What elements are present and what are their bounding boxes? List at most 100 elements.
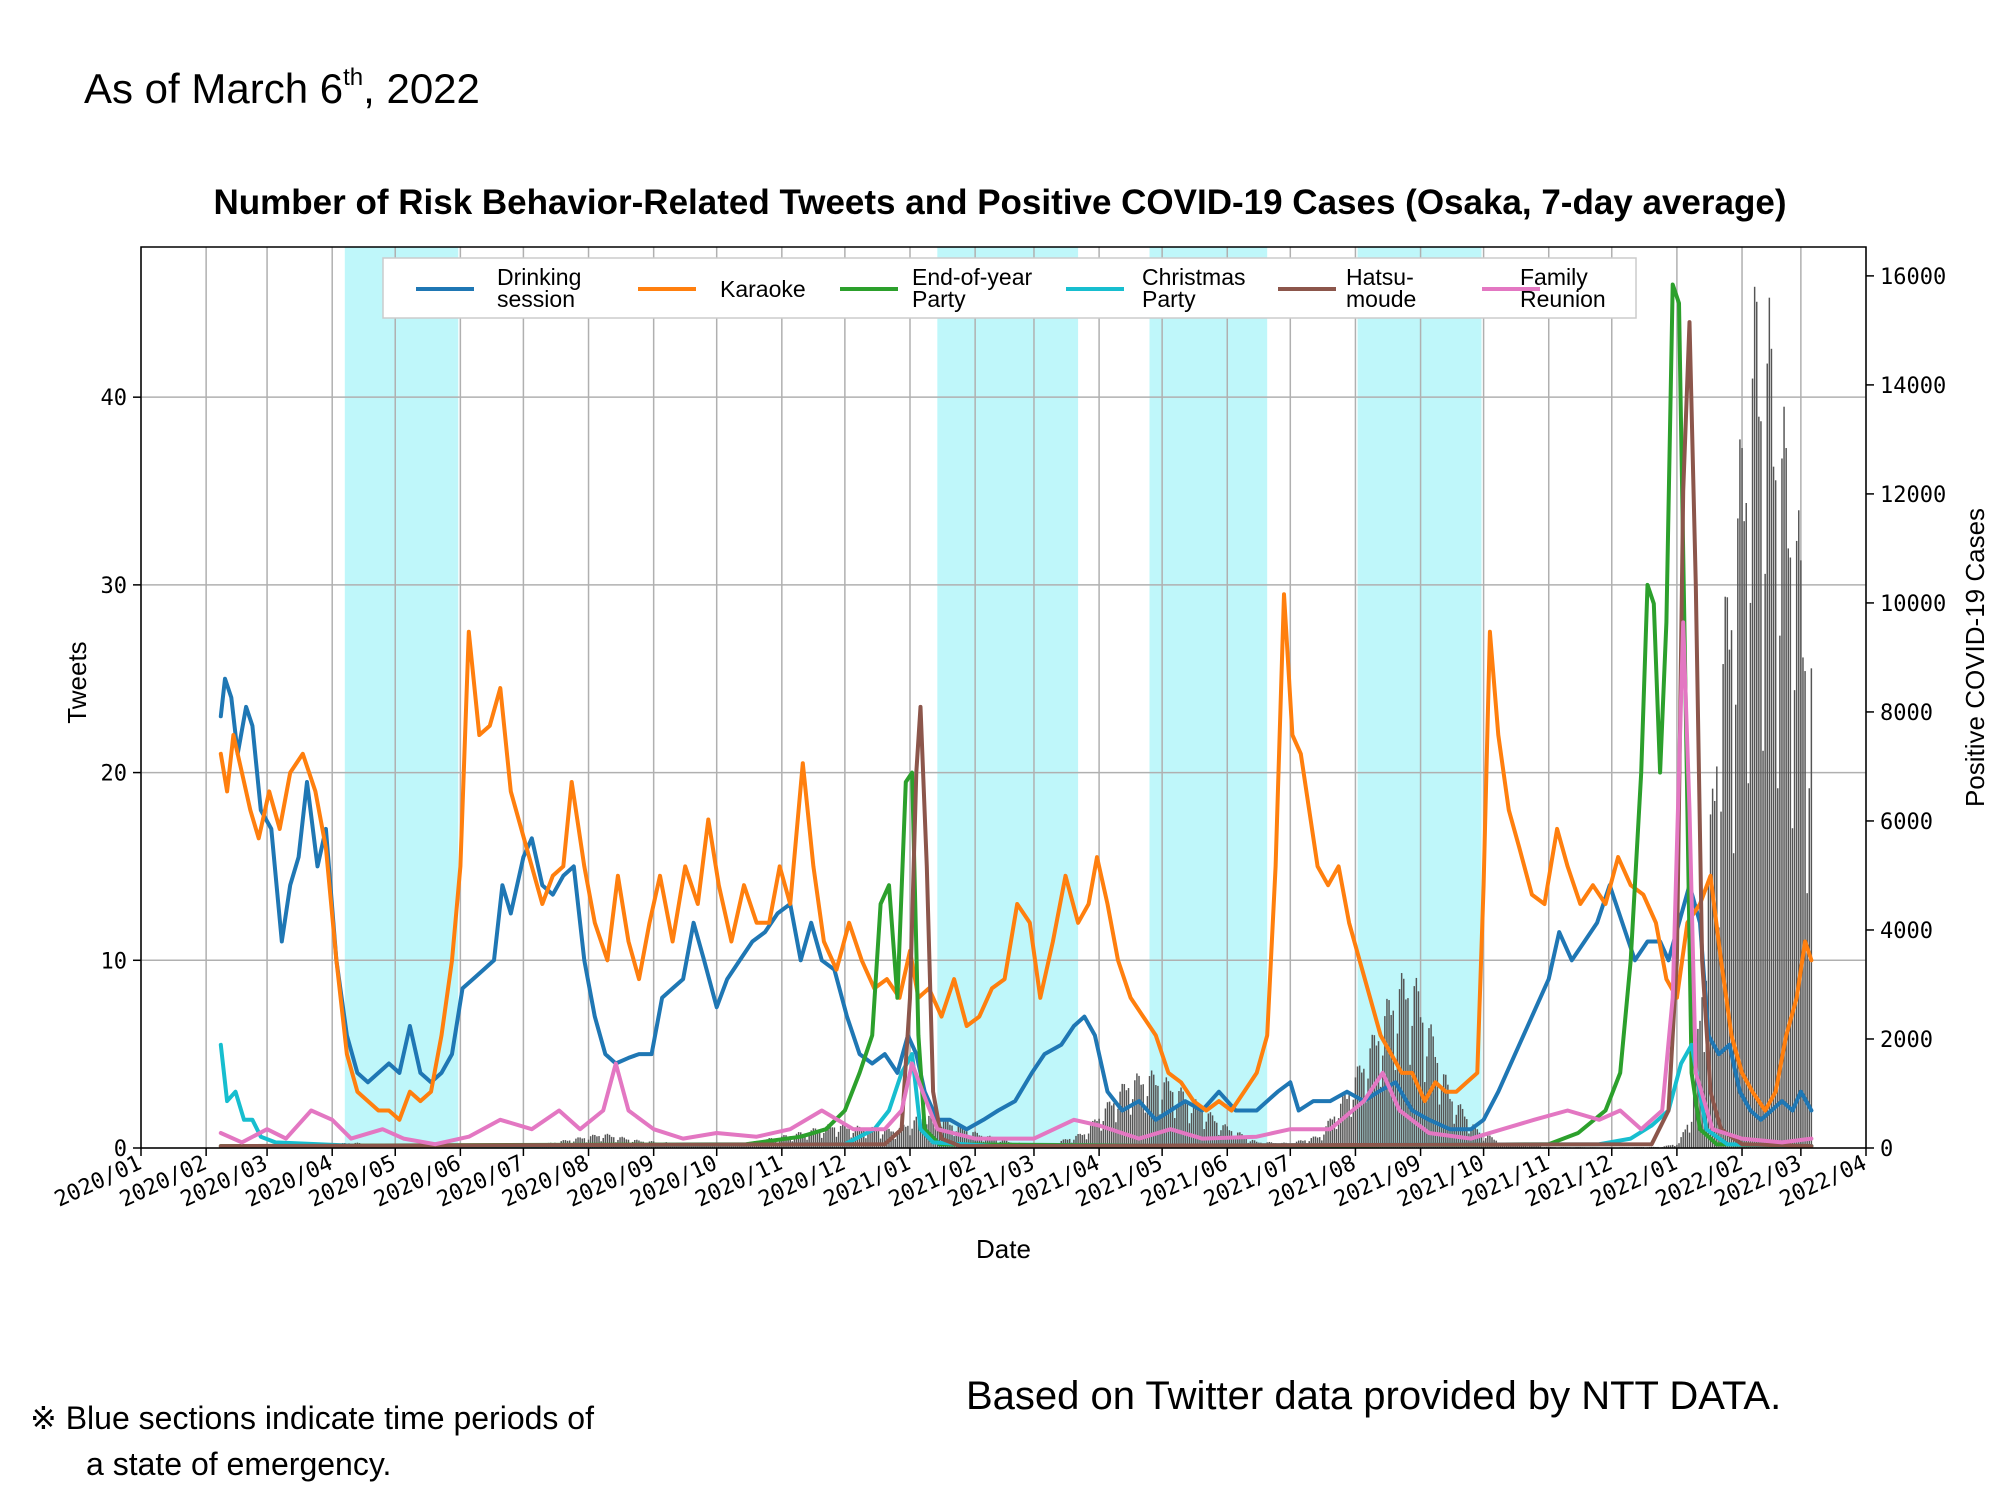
- positive-cases-bar: [1375, 1045, 1378, 1148]
- positive-cases-bar: [898, 1127, 901, 1148]
- positive-cases-bar: [1354, 1077, 1357, 1148]
- positive-cases-bar: [833, 1127, 836, 1148]
- positive-cases-bar: [596, 1136, 598, 1148]
- positive-cases-bar: [1234, 1136, 1237, 1148]
- positive-cases-bar: [1335, 1129, 1338, 1148]
- positive-cases-bar: [816, 1130, 819, 1148]
- series-line-family_reunion: [218, 620, 1814, 1147]
- legend-label-family_reunion: Family Reunion: [1520, 264, 1606, 312]
- positive-cases-bar: [869, 1128, 871, 1148]
- positive-cases-bar: [1083, 1134, 1086, 1148]
- positive-cases-bar: [732, 1145, 735, 1148]
- positive-cases-bar: [1213, 1121, 1216, 1148]
- positive-cases-bar: [1730, 630, 1733, 1148]
- positive-cases-bar: [718, 1145, 720, 1148]
- positive-cases-bar: [1716, 766, 1718, 1148]
- positive-cases-bar: [884, 1129, 886, 1148]
- positive-cases-bar: [1667, 1145, 1670, 1148]
- positive-cases-bar: [1676, 1144, 1678, 1148]
- positive-cases-bar: [1421, 1022, 1424, 1148]
- positive-cases-bar: [1669, 1145, 1672, 1148]
- positive-cases-bar: [1674, 1146, 1676, 1148]
- positive-cases-bar: [932, 1115, 934, 1148]
- positive-cases-bar: [1337, 1118, 1340, 1148]
- positive-cases-bar: [1804, 671, 1806, 1148]
- positive-cases-bar: [1774, 480, 1777, 1148]
- positive-cases-bar: [1155, 1085, 1157, 1148]
- positive-cases-bar: [1113, 1103, 1115, 1148]
- positive-cases-bar: [831, 1127, 833, 1148]
- positive-cases-bar: [1344, 1094, 1346, 1148]
- positive-cases-bar: [1169, 1090, 1172, 1148]
- positive-cases-bar: [1201, 1112, 1203, 1148]
- positive-cases-bar: [1142, 1084, 1144, 1148]
- positive-cases-bar: [1713, 800, 1716, 1148]
- legend-label-hatsumoude: Hatsu-moude: [1346, 264, 1416, 312]
- positive-cases-bar: [957, 1125, 960, 1148]
- positive-cases-bar: [1218, 1134, 1220, 1148]
- positive-cases-bar: [1756, 301, 1758, 1148]
- positive-cases-bar: [1682, 1132, 1684, 1148]
- positive-cases-bar: [1318, 1137, 1321, 1148]
- positive-cases-bar: [1753, 286, 1756, 1149]
- positive-cases-bar: [1102, 1121, 1105, 1148]
- positive-cases-bar: [942, 1119, 945, 1148]
- positive-cases-bar: [795, 1133, 798, 1148]
- positive-cases-bar: [1365, 1102, 1367, 1148]
- chart-title: Number of Risk Behavior-Related Tweets a…: [213, 183, 1787, 222]
- positive-cases-bar: [1207, 1113, 1210, 1148]
- y-tick-label: 20: [101, 762, 128, 787]
- positive-cases-bar: [1766, 363, 1768, 1148]
- positive-cases-bar: [1737, 518, 1739, 1148]
- positive-cases-bar: [936, 1120, 939, 1148]
- positive-cases-bar: [1529, 1146, 1531, 1148]
- positive-cases-bar: [1487, 1135, 1489, 1148]
- positive-cases-bar: [1787, 548, 1789, 1148]
- legend-label-drinking_session: Drinking session: [497, 264, 581, 312]
- positive-cases-bar: [1161, 1099, 1163, 1148]
- positive-cases-bar: [911, 1128, 913, 1148]
- positive-cases-bar: [1709, 814, 1712, 1148]
- positive-cases-bar: [703, 1146, 705, 1148]
- positive-cases-bar: [863, 1130, 865, 1148]
- positive-cases-bar: [781, 1136, 783, 1148]
- positive-cases-bar: [812, 1128, 815, 1148]
- legend-label-karaoke: Karaoke: [720, 276, 806, 302]
- positive-cases-bar: [1745, 503, 1747, 1149]
- positive-cases-bar: [837, 1131, 840, 1148]
- positive-cases-bar: [783, 1135, 785, 1148]
- series-lines: [218, 282, 1814, 1149]
- positive-cases-bar: [991, 1136, 993, 1148]
- y2-tick-label: 16000: [1880, 265, 1946, 290]
- positive-cases-bar: [1216, 1122, 1218, 1148]
- positive-cases-bar: [947, 1120, 949, 1148]
- positive-cases-bar: [1424, 1082, 1426, 1148]
- y-tick-label: 30: [101, 574, 128, 599]
- legend-label-end_of_year_party: End-of-year Party: [912, 264, 1033, 312]
- positive-cases-bar: [604, 1134, 607, 1148]
- positive-cases-bar: [1363, 1068, 1365, 1148]
- positive-cases-bar: [1195, 1099, 1197, 1148]
- positive-cases-bar: [955, 1131, 957, 1148]
- positive-cases-bar: [1415, 977, 1418, 1148]
- positive-cases-bar: [1174, 1118, 1176, 1148]
- legend: Drinking session Karaoke End-of-year Party Ch…: [382, 257, 1637, 319]
- positive-cases-bar: [1690, 1121, 1693, 1148]
- positive-cases-bar: [1734, 704, 1737, 1148]
- positive-cases-bar: [1211, 1115, 1214, 1148]
- y2-tick-label: 4000: [1880, 919, 1933, 944]
- emergency-note-line2: a state of emergency.: [86, 1446, 392, 1482]
- emergency-shading-layer: [344, 247, 1482, 1148]
- positive-cases-bar: [1426, 1056, 1428, 1148]
- positive-cases-bar: [787, 1136, 789, 1148]
- positive-cases-bar: [1350, 1116, 1352, 1148]
- positive-cases-bar: [923, 1131, 926, 1148]
- positive-cases-bar: [608, 1134, 611, 1148]
- positive-cases-bar: [823, 1132, 825, 1148]
- positive-cases-bar: [1533, 1145, 1535, 1148]
- y2-tick-label: 14000: [1880, 374, 1946, 399]
- positive-cases-bar: [1390, 1015, 1392, 1148]
- positive-cases-bar: [1197, 1103, 1199, 1148]
- emergency-period-3: [1149, 247, 1268, 1148]
- positive-cases-bar: [1751, 378, 1754, 1148]
